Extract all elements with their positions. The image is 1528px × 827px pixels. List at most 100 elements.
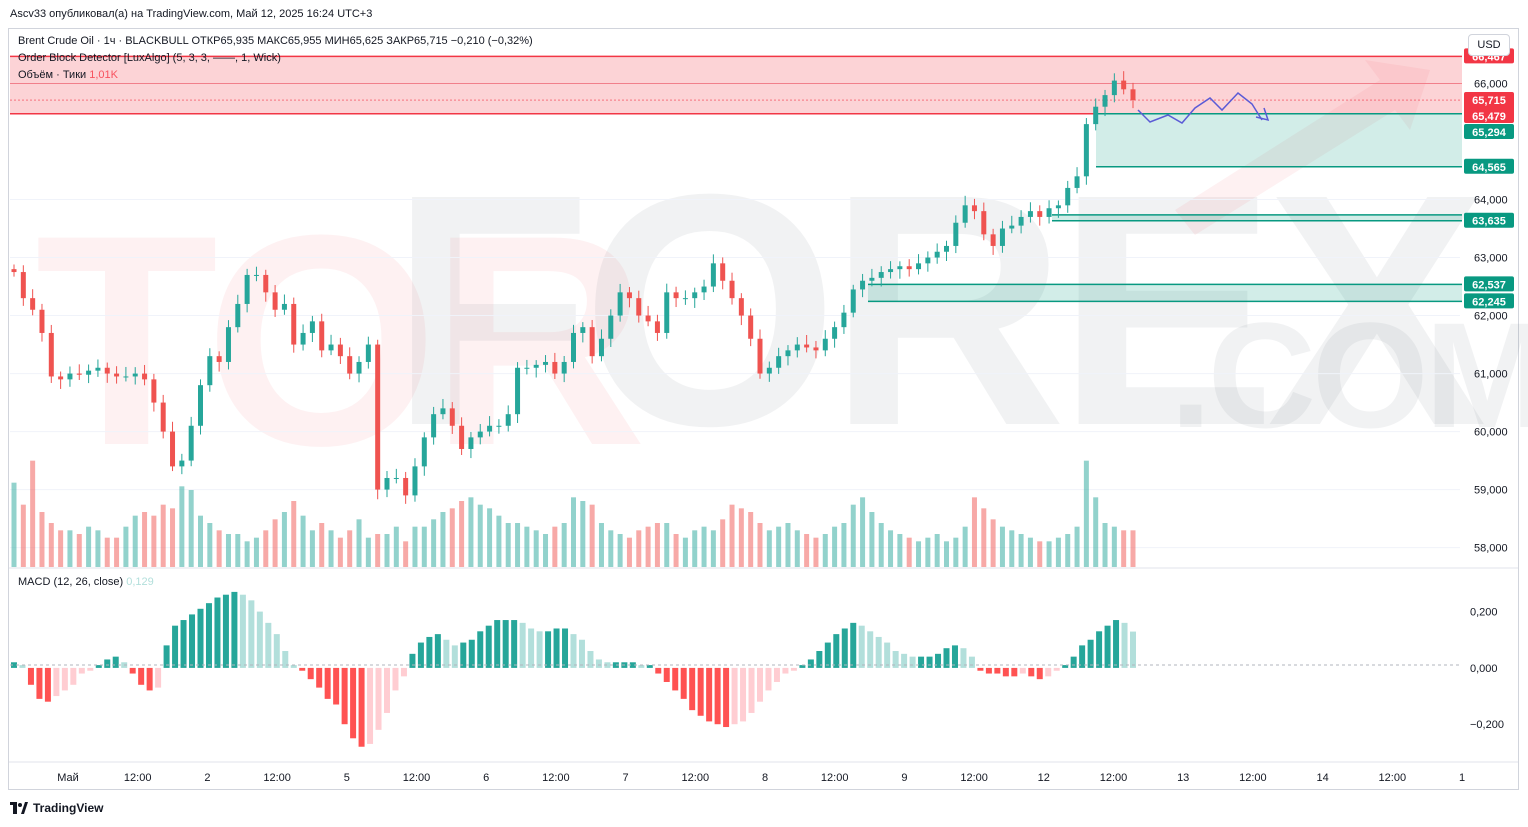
macd-bar [901, 653, 908, 668]
macd-bar [316, 667, 323, 688]
candle-down [636, 298, 642, 316]
macd-bar [867, 631, 874, 668]
macd-bar [61, 667, 68, 691]
volume-bar [664, 523, 670, 567]
macd-bar [672, 667, 679, 691]
macd-bar [11, 662, 17, 668]
macd-bar [765, 667, 772, 691]
volume-bar [869, 512, 875, 567]
macd-bar [960, 648, 967, 668]
macd-axis[interactable]: 0,200 0,000 −0,200 [1470, 607, 1504, 732]
time-tick-label: 7 [623, 772, 629, 784]
candle-up [766, 367, 772, 374]
volume-bar [48, 523, 54, 567]
currency-button[interactable]: USD [1468, 34, 1510, 56]
macd-label: MACD (12, 26, close) [18, 576, 124, 588]
volume-bar [216, 530, 222, 567]
macd-bar [570, 634, 577, 668]
volume-bar [347, 530, 353, 567]
candle-up [776, 356, 782, 368]
macd-bar [1036, 667, 1043, 680]
volume-bar [300, 515, 306, 567]
macd-bar [87, 667, 94, 671]
volume-bar [244, 541, 250, 567]
volume-bar [95, 530, 101, 567]
candle-up [67, 373, 73, 380]
volume-bar [114, 537, 120, 567]
price-axis[interactable]: 66,000 64,000 63,000 62,000 61,000 60,000 59,0… [1474, 79, 1508, 555]
volume-bar [906, 537, 912, 567]
price-label-text: 65,715 [1472, 95, 1506, 107]
candle-up [841, 312, 847, 328]
volume-bar [934, 534, 940, 567]
candle-up [822, 338, 828, 351]
macd-bar [70, 667, 77, 685]
volume-legend[interactable]: Объём · Тики 1,01K [18, 69, 118, 81]
tradingview-brand[interactable]: TradingView [10, 801, 103, 815]
volume-bar [757, 523, 763, 567]
macd-bar [282, 651, 289, 668]
volume-bar [263, 530, 269, 567]
volume-bar [384, 534, 390, 567]
macd-legend[interactable]: MACD (12, 26, close) 0,129 [18, 576, 154, 588]
macd-bar [104, 659, 111, 668]
time-tick-label: 2 [204, 772, 210, 784]
volume-bar [1083, 460, 1089, 567]
price-tick-label: 66,000 [1474, 79, 1508, 91]
macd-bar [562, 628, 569, 668]
price-label-text: 63,635 [1472, 216, 1506, 228]
candle-up [384, 477, 390, 490]
macd-bar [985, 667, 992, 674]
macd-bar [578, 639, 585, 668]
macd-bar [239, 594, 246, 668]
macd-bar [1104, 625, 1111, 668]
macd-bar [731, 667, 738, 725]
macd-bar [680, 667, 687, 699]
volume-bar [20, 504, 26, 567]
macd-bar [392, 667, 399, 691]
macd-bar [511, 620, 518, 668]
volume-bar [589, 504, 595, 567]
indicator-info: Order Block Detector [LuxAlgo] (5, 3, 3,… [18, 52, 281, 64]
candle-down [30, 298, 36, 310]
volume-bar [617, 534, 623, 567]
macd-bar [78, 667, 85, 674]
time-tick-label: 1 [1459, 772, 1465, 784]
volume-bar [468, 497, 474, 567]
bullish-order-block [868, 284, 1462, 302]
chart-frame[interactable] [8, 28, 1519, 790]
candle-up [1018, 216, 1024, 226]
macd-bar [409, 653, 416, 668]
macd-bar [909, 656, 916, 668]
candle-up [794, 344, 800, 351]
volume-bar [86, 526, 92, 567]
macd-bar [892, 651, 899, 668]
indicator-legend[interactable]: Order Block Detector [LuxAlgo] (5, 3, 3,… [18, 52, 281, 64]
volume-bar [608, 530, 614, 567]
candle-down [626, 292, 632, 299]
time-axis[interactable]: Май 12:00 2 12:00 5 12:00 6 12:00 7 12:00 8 12:00 9 1… [57, 772, 1465, 784]
macd-bar [1045, 667, 1052, 677]
candle-up [253, 274, 259, 276]
macd-value: 0,129 [126, 576, 154, 588]
macd-bar [773, 667, 780, 682]
candle-down [170, 431, 176, 467]
volume-bar [682, 537, 688, 567]
volume-bar [962, 526, 968, 567]
price-label-badge [1464, 108, 1514, 124]
volume-bar [981, 508, 987, 567]
volume-bar [365, 537, 371, 567]
candle-up [682, 298, 688, 300]
volume-bar [207, 523, 213, 567]
volume-bar [412, 526, 418, 567]
candle-up [496, 425, 502, 427]
symbol-legend[interactable]: Brent Crude Oil · 1ч · BLACKBULL ОТКР65,… [18, 35, 533, 47]
volume-bar [505, 523, 511, 567]
time-tick-label: 14 [1316, 772, 1328, 784]
macd-bar [663, 667, 670, 682]
candle-up [524, 367, 530, 369]
candle-up [1102, 95, 1108, 107]
macd-bar [858, 625, 865, 668]
volume-label: Объём · Тики [18, 69, 87, 81]
